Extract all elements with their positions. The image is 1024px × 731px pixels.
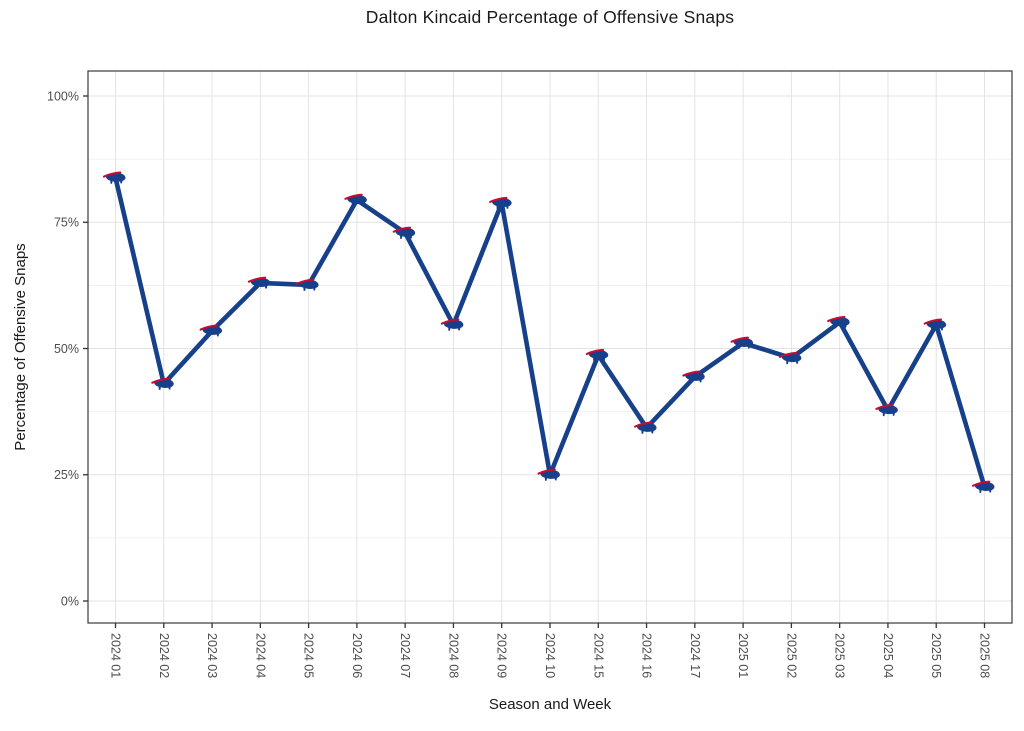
x-tick-label: 2025 02 [784, 633, 798, 678]
bills-logo-marker [585, 348, 609, 362]
bills-red-streak-icon [440, 318, 460, 325]
bills-buffalo-body [588, 350, 609, 362]
bills-logo-marker [392, 226, 416, 239]
bills-buffalo-body [202, 325, 223, 337]
y-tick-label: 75% [54, 216, 79, 230]
bills-buffalo-body [540, 469, 560, 481]
bills-buffalo-body [491, 198, 512, 210]
x-tick-label: 2024 15 [591, 633, 605, 678]
x-tick-label: 2025 05 [929, 633, 943, 678]
bills-red-streak-icon [875, 403, 894, 410]
bills-red-streak-icon [971, 480, 991, 487]
x-tick-label: 2024 17 [688, 633, 702, 678]
bills-red-streak-icon [923, 318, 943, 325]
bills-buffalo-body [298, 279, 319, 291]
bills-buffalo-body [781, 353, 802, 365]
bills-logo-marker [199, 324, 223, 337]
bills-red-streak-icon [778, 351, 798, 358]
bills-logo-marker [102, 171, 126, 184]
bills-logo-marker [778, 351, 802, 365]
x-axis-title: Season and Week [488, 696, 612, 713]
x-tick-label: 2024 07 [398, 633, 412, 678]
bills-red-streak-icon [247, 276, 267, 283]
bills-red-streak-icon [392, 226, 412, 233]
x-tick-label: 2025 08 [978, 633, 992, 678]
bills-logo-marker [440, 318, 464, 331]
bills-logo-marker [296, 278, 319, 291]
bills-buffalo-body [878, 405, 898, 417]
bills-buffalo-body [105, 172, 126, 184]
x-tick-label: 2024 06 [350, 633, 364, 678]
x-tick-label: 2024 01 [109, 633, 123, 678]
bills-red-streak-icon [730, 336, 749, 343]
bills-red-streak-icon [151, 377, 170, 384]
bills-buffalo-body [153, 378, 174, 390]
bills-buffalo-body [733, 337, 754, 349]
x-tick-label: 2024 02 [157, 633, 171, 678]
bills-buffalo-body [395, 227, 416, 239]
bills-red-streak-icon [199, 324, 218, 331]
bills-logo-marker [730, 336, 754, 349]
bills-logo-marker [827, 315, 850, 329]
bills-buffalo-body [974, 481, 995, 493]
bills-buffalo-body [250, 277, 271, 289]
bills-buffalo-body [829, 317, 850, 329]
x-tick-label: 2024 04 [253, 633, 267, 678]
x-tick-label: 2025 04 [881, 633, 895, 678]
bills-red-streak-icon [102, 171, 122, 178]
bills-red-streak-icon [585, 348, 605, 355]
x-tick-label: 2024 05 [302, 633, 316, 678]
bills-logo-marker [489, 196, 512, 210]
bills-red-streak-icon [489, 196, 508, 203]
bills-buffalo-body [347, 194, 367, 206]
bills-red-streak-icon [537, 468, 556, 475]
bills-logo-marker [971, 480, 995, 493]
x-tick-label: 2025 01 [736, 633, 750, 678]
axis-ticks [83, 95, 986, 628]
bills-logo-marker [247, 276, 271, 289]
bills-red-streak-icon [827, 315, 846, 323]
x-tick-label: 2024 16 [640, 633, 654, 678]
bills-logo-marker [875, 403, 898, 417]
x-tick-label: 2025 03 [833, 633, 847, 678]
chart-title: Dalton Kincaid Percentage of Offensive S… [365, 7, 735, 27]
bills-logo-marker [537, 468, 560, 481]
x-tick-label: 2024 10 [543, 633, 557, 678]
bills-logo-marker [923, 318, 947, 331]
y-axis-title: Percentage of Offensive Snaps [12, 243, 29, 451]
bills-logo-marker [344, 193, 367, 206]
x-tick-label: 2024 03 [205, 633, 219, 678]
y-tick-label: 0% [61, 594, 79, 608]
bills-red-streak-icon [296, 278, 315, 285]
bills-red-streak-icon [344, 193, 363, 200]
bills-buffalo-body [926, 319, 947, 331]
bills-red-streak-icon [682, 370, 701, 377]
bills-logo-marker [682, 370, 705, 383]
x-tick-label: 2024 09 [495, 633, 509, 678]
bills-buffalo-body [443, 319, 464, 331]
y-tick-label: 100% [47, 89, 79, 103]
bills-logo-marker [151, 377, 174, 390]
y-tick-label: 50% [54, 342, 79, 356]
bills-red-streak-icon [634, 421, 653, 428]
x-tick-label: 2024 08 [446, 633, 460, 678]
bills-buffalo-body [684, 371, 705, 383]
bills-logo-marker [634, 421, 657, 434]
y-tick-label: 25% [54, 468, 79, 482]
bills-buffalo-body [636, 422, 657, 434]
